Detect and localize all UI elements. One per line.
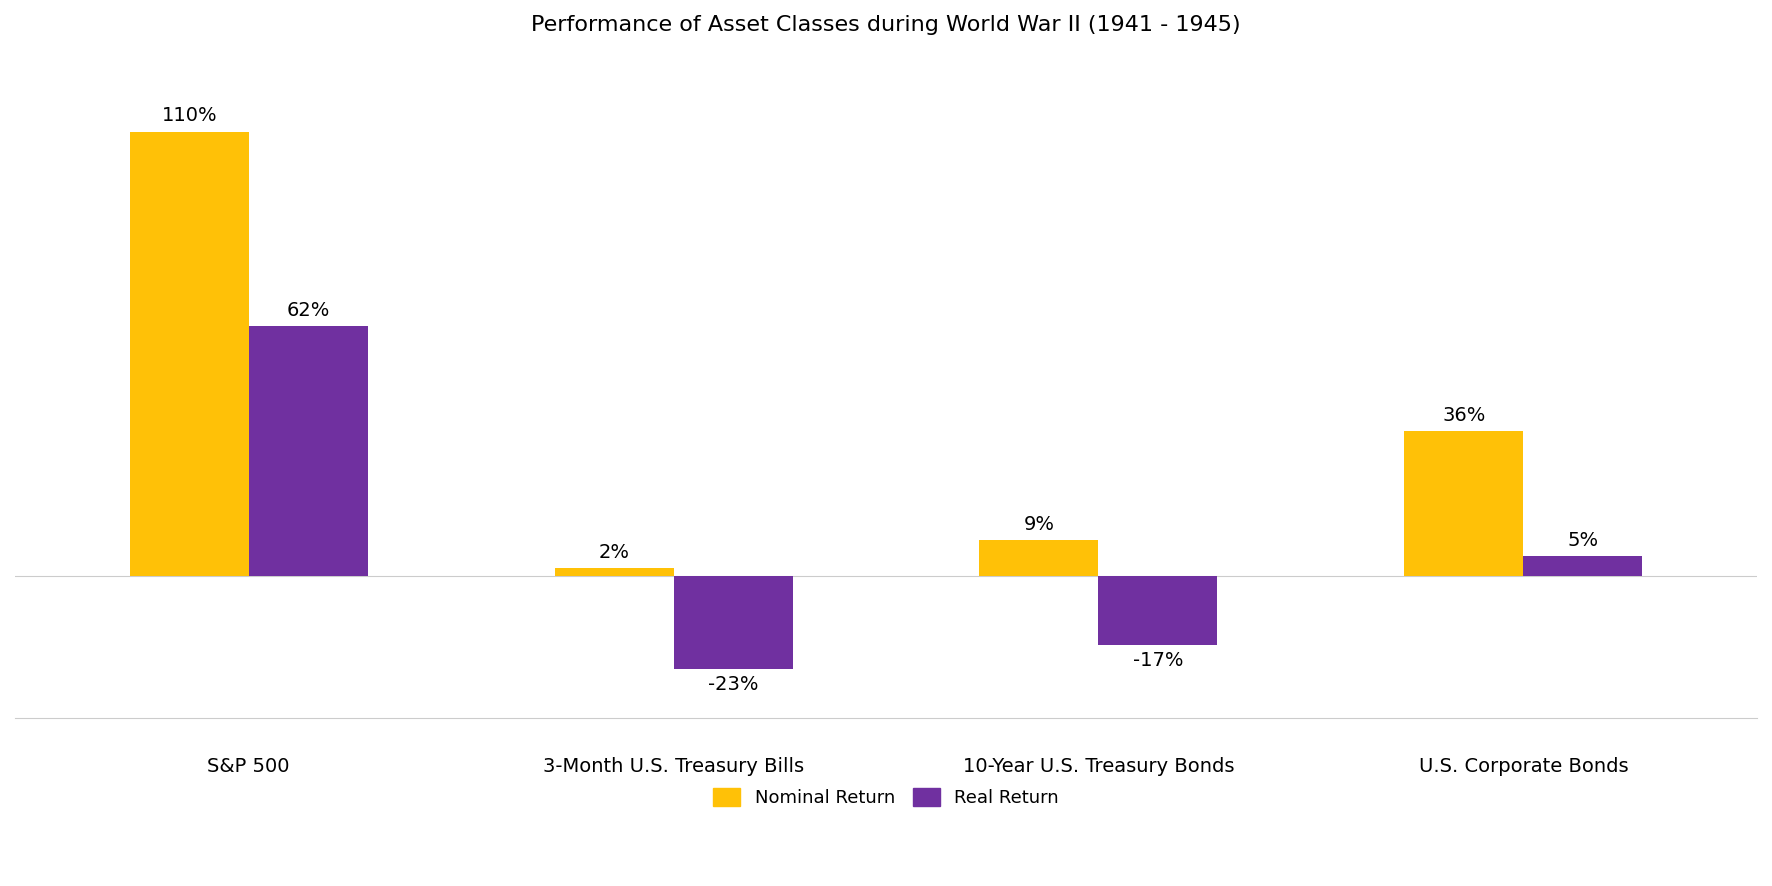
Bar — [980, 540, 1099, 576]
Bar — [129, 131, 248, 576]
Bar — [1524, 556, 1643, 576]
Text: 5%: 5% — [1566, 531, 1598, 550]
Text: 2%: 2% — [599, 543, 629, 562]
Text: -23%: -23% — [707, 675, 758, 695]
Bar — [555, 568, 673, 576]
Text: 110%: 110% — [161, 106, 216, 126]
Text: 9%: 9% — [1024, 515, 1054, 533]
Text: -17%: -17% — [1132, 651, 1184, 670]
Legend: Nominal Return, Real Return: Nominal Return, Real Return — [705, 781, 1067, 814]
Bar — [673, 576, 792, 669]
Text: 36%: 36% — [1442, 406, 1485, 424]
Title: Performance of Asset Classes during World War II (1941 - 1945): Performance of Asset Classes during Worl… — [532, 15, 1240, 35]
Bar — [1099, 576, 1217, 645]
Bar — [248, 325, 367, 576]
Text: 62%: 62% — [287, 300, 330, 320]
Bar — [1405, 431, 1524, 576]
